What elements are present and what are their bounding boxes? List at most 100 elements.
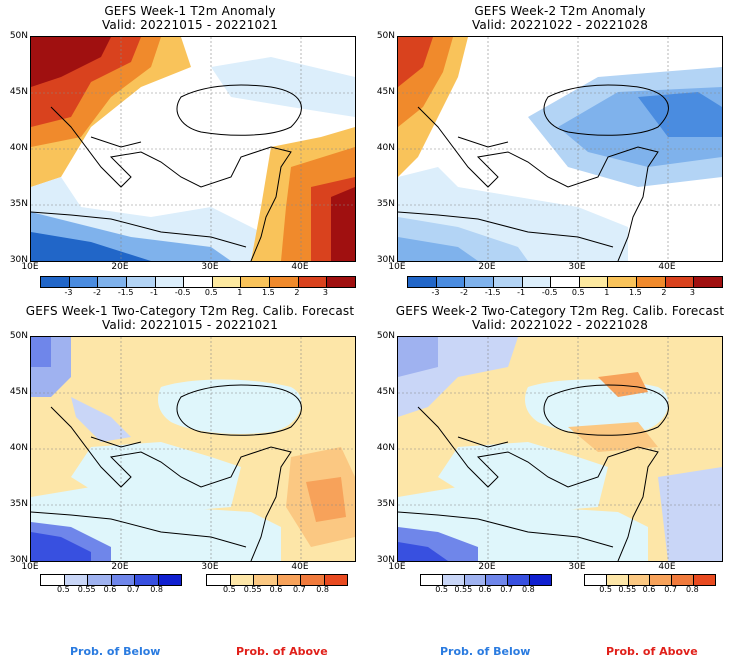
panel-1-lat-35: 35N: [9, 199, 28, 209]
panel-2-colorbar-label: -1.5: [484, 288, 501, 297]
panel-4-below-colorbar-label: 0.7: [500, 585, 514, 594]
panel-2-lat-40: 40N: [376, 143, 395, 153]
colorbar-swatch: [41, 575, 65, 585]
prob-below-label-left: Prob. of Below: [70, 645, 161, 658]
panel-4-map: [397, 336, 723, 562]
panel-1-lon-20: 20E: [111, 262, 129, 272]
colorbar-swatch: [241, 277, 271, 287]
colorbar-swatch: [408, 277, 437, 287]
colorbar-swatch: [665, 277, 695, 287]
panel-4-above-colorbar-label: 0.7: [664, 585, 678, 594]
panel-4-lat-40: 40N: [376, 443, 395, 453]
panel-4-lon-30: 30E: [568, 562, 586, 572]
panel-1-colorbar-label: 1.5: [261, 288, 275, 297]
panel-2-colorbar-label: -0.5: [541, 288, 558, 297]
panel-2-lat-30: 30N: [376, 255, 395, 265]
colorbar-swatch: [88, 575, 112, 585]
panel-3-below-colorbar-label: 0.5: [56, 585, 70, 594]
prob-below-label-right: Prob. of Below: [440, 645, 531, 658]
colorbar-swatch: [579, 277, 609, 287]
panel-3-lat-30: 30N: [9, 555, 28, 565]
colorbar-swatch: [694, 575, 715, 585]
panel-3-lat-40: 40N: [9, 443, 28, 453]
panel-4-above-colorbar-label: 0.5: [599, 585, 613, 594]
panel-3-map: [30, 336, 356, 562]
panel-1-colorbar-label: 1: [237, 288, 243, 297]
colorbar-swatch: [324, 575, 347, 585]
panel-4-lat-45: 45N: [376, 387, 395, 397]
panel-1-colorbar-label: 3: [322, 288, 328, 297]
panel-4-title: GEFS Week-2 Two-Category T2m Reg. Calib.…: [395, 304, 725, 318]
panel-3-below-colorbar: [40, 574, 182, 586]
colorbar-swatch: [442, 575, 465, 585]
colorbar-swatch: [650, 575, 673, 585]
panel-2-title: GEFS Week-2 T2m Anomaly: [474, 4, 646, 18]
panel-4-below-colorbar-label: 0.55: [454, 585, 473, 594]
panel-2-colorbar-label: -3: [431, 288, 440, 297]
panel-1-lat-40: 40N: [9, 143, 28, 153]
colorbar-swatch: [207, 575, 231, 585]
colorbar-swatch: [608, 277, 638, 287]
colorbar-swatch: [254, 575, 278, 585]
panel-2-colorbar-label: 0.5: [571, 288, 585, 297]
panel-4-below-colorbar-label: 0.6: [478, 585, 492, 594]
panel-3-below-colorbar-label: 0.8: [150, 585, 164, 594]
colorbar-swatch: [637, 277, 666, 287]
panel-1-colorbar-label: -1: [150, 288, 159, 297]
panel-3-lat-50: 50N: [9, 331, 28, 341]
panel-3-lon-10: 10E: [21, 562, 39, 572]
panel-3-below-colorbar-label: 0.55: [77, 585, 96, 594]
panel-4-below-colorbar: [420, 574, 552, 586]
panel-4-lon-20: 20E: [478, 562, 496, 572]
panel-2-lon-40: 40E: [658, 262, 676, 272]
panel-1-colorbar: [40, 276, 356, 288]
colorbar-swatch: [551, 277, 580, 287]
panel-4-above-colorbar-label: 0.6: [642, 585, 656, 594]
colorbar-swatch: [230, 575, 254, 585]
panel-2-colorbar-label: 1: [604, 288, 610, 297]
colorbar-swatch: [465, 277, 494, 287]
colorbar-swatch: [69, 277, 99, 287]
panel-2-colorbar-label: -2: [460, 288, 469, 297]
colorbar-swatch: [126, 277, 156, 287]
colorbar-swatch: [64, 575, 88, 585]
panel-1-title: GEFS Week-1 T2m Anomaly: [104, 4, 276, 18]
colorbar-swatch: [606, 575, 629, 585]
panel-3-above-colorbar-label: 0.6: [269, 585, 283, 594]
colorbar-swatch: [530, 575, 551, 585]
panel-2-colorbar-label: 3: [689, 288, 695, 297]
panel-2-colorbar-label: -1: [517, 288, 526, 297]
colorbar-swatch: [270, 277, 299, 287]
panel-1-colorbar-label: -0.5: [174, 288, 191, 297]
colorbar-swatch: [298, 277, 328, 287]
panel-2-valid-date: Valid: 20221022 - 20221028: [471, 18, 649, 32]
colorbar-swatch: [436, 277, 466, 287]
panel-3-title: GEFS Week-1 Two-Category T2m Reg. Calib.…: [25, 304, 355, 318]
colorbar-swatch: [508, 575, 531, 585]
panel-3-above-colorbar-label: 0.8: [316, 585, 330, 594]
panel-3-lon-30: 30E: [201, 562, 219, 572]
colorbar-swatch: [464, 575, 487, 585]
panel-1-colorbar-label: 2: [294, 288, 300, 297]
colorbar-swatch: [522, 277, 552, 287]
colorbar-swatch: [135, 575, 159, 585]
colorbar-swatch: [301, 575, 325, 585]
panel-4-above-colorbar: [584, 574, 716, 586]
panel-3-valid-date: Valid: 20221015 - 20221021: [101, 318, 279, 332]
colorbar-swatch: [486, 575, 509, 585]
panel-4-above-colorbar-label: 0.55: [618, 585, 637, 594]
panel-3-lat-45: 45N: [9, 387, 28, 397]
panel-2-lon-30: 30E: [568, 262, 586, 272]
panel-3-lon-20: 20E: [111, 562, 129, 572]
panel-1-colorbar-label: 0.5: [204, 288, 218, 297]
panel-2-colorbar-label: 1.5: [628, 288, 642, 297]
prob-above-label-right: Prob. of Above: [606, 645, 698, 658]
panel-4-lat-30: 30N: [376, 555, 395, 565]
colorbar-swatch: [41, 277, 70, 287]
colorbar-swatch: [212, 277, 242, 287]
panel-4-lat-35: 35N: [376, 499, 395, 509]
panel-1-lat-30: 30N: [9, 255, 28, 265]
colorbar-swatch: [111, 575, 135, 585]
colorbar-swatch: [672, 575, 695, 585]
colorbar-swatch: [628, 575, 651, 585]
